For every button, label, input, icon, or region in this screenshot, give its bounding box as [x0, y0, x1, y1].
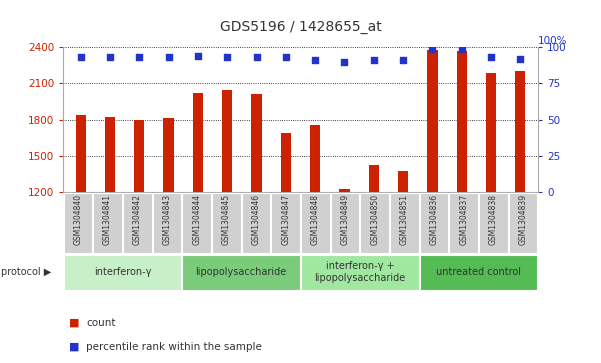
Bar: [134, 121, 144, 192]
Text: interferon-γ +
lipopolysaccharide: interferon-γ + lipopolysaccharide: [314, 261, 406, 283]
Text: GSM1304836: GSM1304836: [430, 194, 439, 245]
Text: lipopolysaccharide: lipopolysaccharide: [195, 267, 287, 277]
Bar: [193, 93, 203, 192]
Point: [193, 53, 203, 59]
Point: [164, 54, 174, 60]
Text: protocol ▶: protocol ▶: [1, 267, 51, 277]
Text: GSM1304851: GSM1304851: [400, 194, 409, 245]
Bar: [310, 125, 320, 192]
Text: GSM1304848: GSM1304848: [311, 194, 320, 245]
Text: GSM1304845: GSM1304845: [222, 194, 231, 245]
Point: [252, 54, 261, 60]
Bar: [486, 73, 496, 192]
Bar: [427, 50, 438, 192]
Point: [281, 54, 291, 60]
Point: [105, 54, 115, 60]
Text: GSM1304839: GSM1304839: [519, 194, 528, 245]
Text: 100%: 100%: [538, 36, 567, 46]
Text: GSM1304842: GSM1304842: [133, 194, 142, 245]
Bar: [457, 51, 467, 192]
Text: GSM1304844: GSM1304844: [192, 194, 201, 245]
Text: GSM1304847: GSM1304847: [281, 194, 290, 245]
Text: interferon-γ: interferon-γ: [94, 267, 151, 277]
Point: [486, 54, 496, 60]
Text: untreated control: untreated control: [436, 267, 521, 277]
Bar: [163, 118, 174, 192]
Text: GSM1304841: GSM1304841: [103, 194, 112, 245]
Bar: [222, 90, 233, 192]
Point: [340, 59, 349, 65]
Point: [222, 54, 232, 60]
Text: GSM1304837: GSM1304837: [459, 194, 468, 245]
Text: GSM1304846: GSM1304846: [251, 194, 260, 245]
Text: GSM1304850: GSM1304850: [370, 194, 379, 245]
Point: [135, 54, 144, 60]
Point: [310, 57, 320, 63]
Text: percentile rank within the sample: percentile rank within the sample: [86, 342, 262, 352]
Point: [369, 57, 379, 63]
Point: [398, 57, 408, 63]
Text: count: count: [86, 318, 115, 328]
Point: [76, 54, 85, 60]
Text: GSM1304843: GSM1304843: [162, 194, 171, 245]
Point: [516, 56, 525, 62]
Text: ■: ■: [69, 342, 79, 352]
Bar: [251, 94, 261, 192]
Bar: [515, 72, 525, 192]
Bar: [340, 189, 350, 192]
Text: GDS5196 / 1428655_at: GDS5196 / 1428655_at: [219, 20, 382, 34]
Point: [457, 46, 466, 52]
Text: GSM1304840: GSM1304840: [73, 194, 82, 245]
Point: [427, 46, 437, 52]
Bar: [105, 117, 115, 192]
Text: GSM1304838: GSM1304838: [489, 194, 498, 245]
Bar: [398, 171, 408, 192]
Bar: [368, 164, 379, 192]
Bar: [76, 115, 86, 192]
Text: GSM1304849: GSM1304849: [341, 194, 350, 245]
Bar: [281, 133, 291, 192]
Text: ■: ■: [69, 318, 79, 328]
